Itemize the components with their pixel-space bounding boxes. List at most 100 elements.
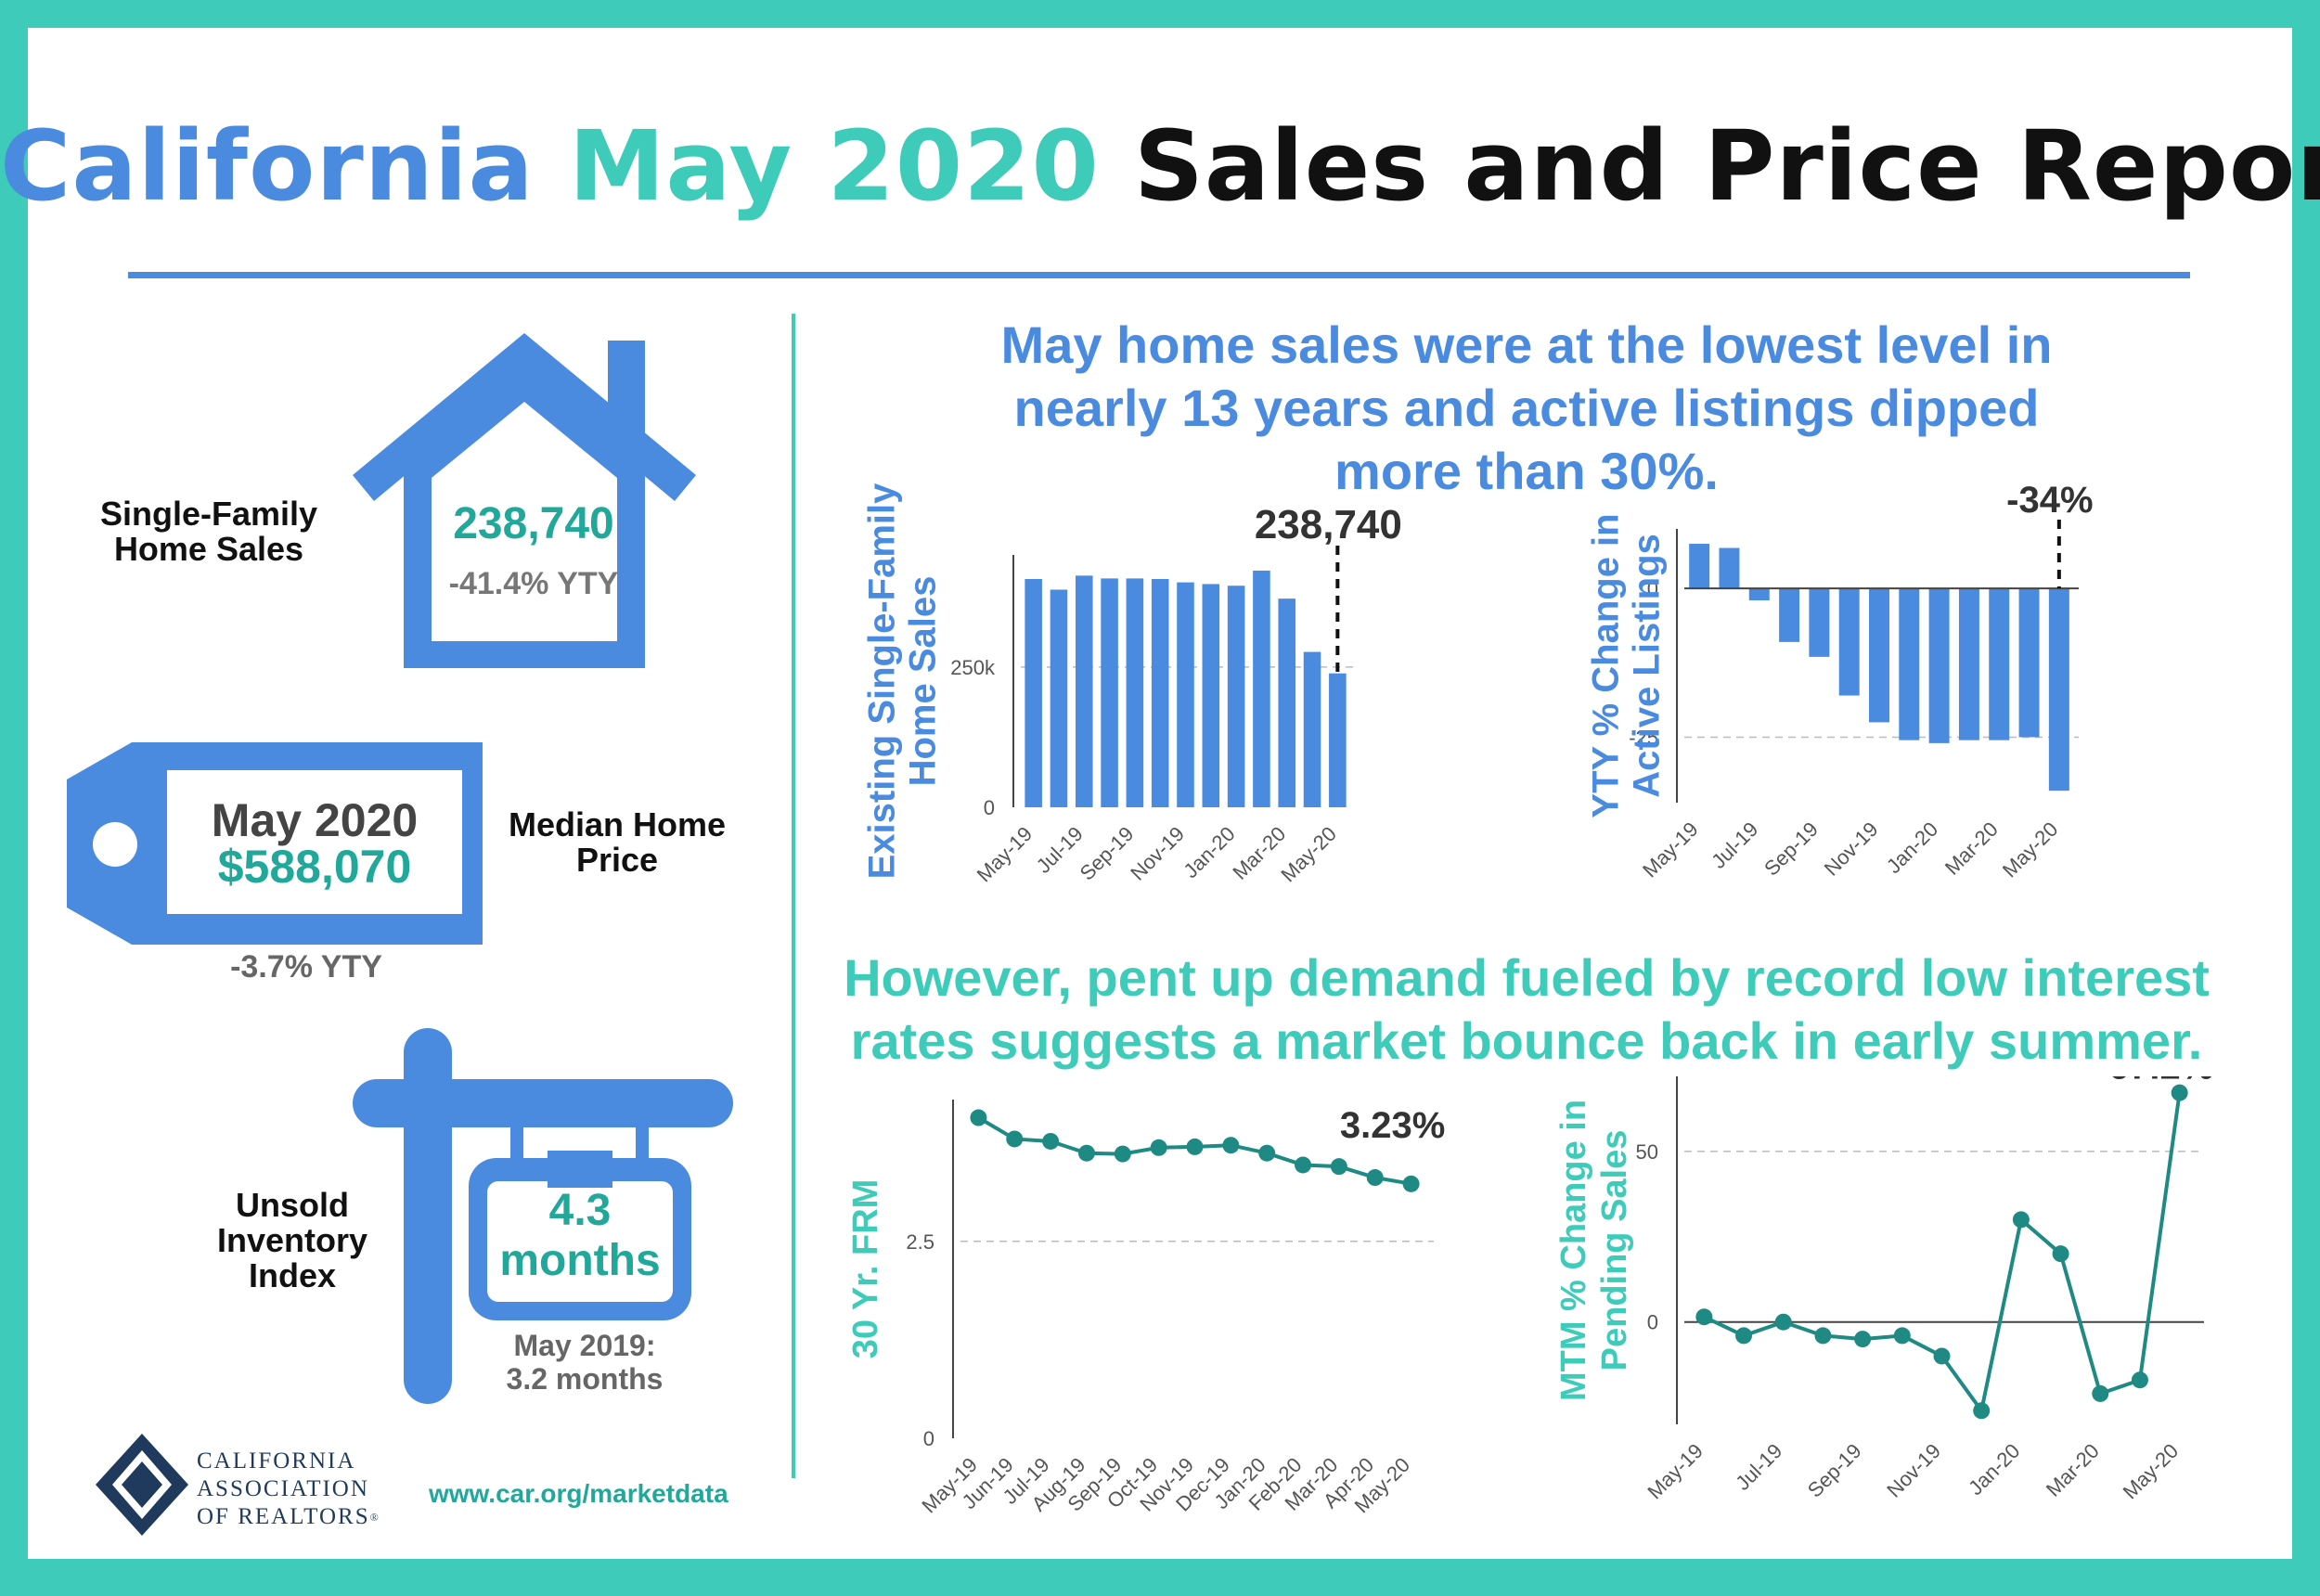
bar [1689,544,1710,589]
x-tick-label: Nov-19 [1820,817,1883,881]
data-point [1893,1327,1911,1345]
y-tick-label: 0 [984,796,995,819]
y-axis-label: Existing Single-Family [862,483,903,879]
y-tick-label: -25 [1629,726,1658,749]
data-point [1150,1139,1167,1156]
title-part-1: California [0,109,535,223]
y-tick-label: 50 [1636,1140,1658,1164]
data-point [1854,1331,1872,1348]
bar [1779,588,1800,642]
column-divider [792,314,795,1478]
y-axis-label: Pending Sales [1595,1130,1634,1371]
inventory-prior-value: 3.2 months [506,1362,664,1396]
bar [1253,570,1270,807]
org-name: CALIFORNIA ASSOCIATION OF REALTORS® [197,1448,401,1531]
org-line-3-text: OF REALTORS [197,1504,370,1529]
bar [1719,547,1740,589]
registered-mark: ® [369,1511,380,1524]
data-point [1295,1156,1312,1174]
data-point [1402,1175,1420,1192]
data-point [1366,1169,1384,1187]
bar [1869,588,1889,723]
x-tick-label: May-20 [1998,817,2063,882]
data-point [1933,1347,1951,1365]
data-point [2131,1371,2148,1389]
x-tick-label: Jan-20 [1964,1439,2024,1499]
title-rule [128,272,2190,278]
bar [2048,588,2069,792]
bar [1748,588,1770,600]
data-point [1077,1144,1095,1162]
median-price-month: May 2020 [211,794,419,846]
x-tick-label: May-19 [973,822,1038,887]
data-point [2171,1084,2188,1101]
y-axis-label: Active Listings [1627,534,1668,798]
price-tag-icon [67,742,483,945]
data-point [970,1109,987,1126]
x-tick-label: May-19 [1643,1439,1708,1504]
data-point [1695,1308,1713,1326]
callout-label: -34% [2006,480,2093,521]
bar [1126,578,1144,807]
median-price-change: -3.7% YTY [230,949,382,985]
bar [1928,588,1950,743]
data-point [1973,1402,1991,1420]
bar [1989,588,2010,740]
callout-label: 238,740 [1255,502,1402,547]
x-tick-label: Jan-20 [1882,817,1942,878]
bar [1278,598,1296,807]
x-tick-label: Jan-20 [1179,822,1239,882]
bar [1101,578,1118,807]
org-line-3: OF REALTORS® [197,1503,401,1531]
car-logo-icon [96,1434,188,1536]
x-tick-label: Mar-20 [2042,1439,2104,1501]
house-icon [353,333,696,668]
y-axis-label: YTY % Change in [1586,513,1627,817]
median-price-value: $588,070 [217,841,412,893]
bar [1202,584,1220,807]
x-tick-label: Jul-19 [1731,1439,1786,1495]
footer-url[interactable]: www.car.org/marketdata [429,1479,728,1508]
headline-demand: However, pent up demand fueled by record… [844,948,2210,1070]
headline-sales: May home sales were at the lowest level … [1000,315,2053,500]
data-point [1186,1138,1204,1155]
inventory-label: Unsold Inventory Index [216,1186,368,1294]
bar [1303,651,1321,807]
chart-pending-sales: 0 50 MTM % Change in Pending Sales May-19 Jul… [1554,1076,2213,1504]
bar [1227,586,1245,807]
org-line-2: ASSOCIATION [197,1476,369,1501]
x-tick-label: Sep-19 [1076,822,1139,885]
bar [1050,589,1068,807]
bar [2018,588,2040,738]
y-tick-label: 0 [1647,577,1658,600]
x-tick-label: May-19 [1638,817,1703,882]
bar [1075,575,1093,807]
data-point [1330,1158,1347,1176]
bar [1838,588,1860,696]
title-part-2: May 2020 [568,109,1100,223]
data-point [1222,1137,1240,1154]
bar [1177,582,1194,807]
data-point [1814,1327,1832,1345]
y-tick-label: 0 [1647,1311,1658,1334]
x-tick-label: May-20 [1276,822,1341,887]
home-sales-label: Single-Family Home Sales [99,495,318,568]
chart-30yr-frm: 02.530 Yr. FRMMay-19Jun-19Jul-19Aug-19Se… [846,1100,1445,1517]
bar [1151,578,1169,807]
data-point [2052,1245,2069,1263]
x-tick-label: Sep-19 [1759,817,1823,881]
bar [1899,588,1920,740]
x-tick-label: Sep-19 [1803,1439,1866,1502]
data-point [1114,1145,1131,1163]
title-part-3: Sales and Price Report [1134,109,2320,223]
for-sale-sign-icon [353,1028,733,1404]
bar [1958,588,1979,740]
x-tick-label: Nov-19 [1126,822,1189,885]
y-tick-label: 0 [923,1427,934,1450]
bar [1329,673,1347,807]
median-price-label: Median Home Price [508,805,727,879]
inventory-prior-label: May 2019: [513,1329,656,1362]
x-tick-label: Jul-19 [1707,817,1762,873]
home-sales-change: -41.4% YTY [448,566,619,601]
